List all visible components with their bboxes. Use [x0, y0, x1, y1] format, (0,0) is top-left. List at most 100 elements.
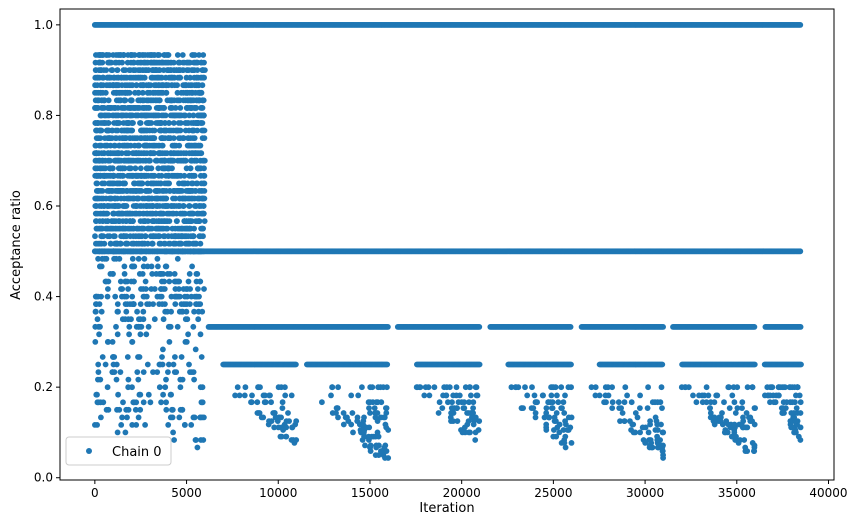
- data-point: [98, 308, 105, 315]
- data-point: [158, 293, 165, 300]
- data-point: [109, 67, 116, 73]
- data-point: [616, 405, 623, 411]
- data-point: [159, 301, 166, 307]
- data-point: [177, 293, 183, 300]
- data-point: [163, 172, 169, 179]
- data-point: [93, 180, 100, 187]
- data-point: [149, 142, 156, 149]
- data-point: [733, 433, 739, 440]
- data-point: [124, 354, 131, 360]
- data-point: [170, 157, 177, 164]
- data-point: [707, 405, 713, 411]
- data-point: [568, 414, 575, 421]
- data-point: [177, 67, 184, 73]
- data-point: [159, 150, 166, 157]
- data-point: [628, 399, 635, 406]
- data-point: [365, 399, 372, 406]
- data-point: [158, 120, 164, 126]
- data-point: [139, 271, 146, 277]
- data-point: [116, 142, 122, 149]
- data-point: [552, 384, 559, 391]
- data-point: [115, 150, 121, 157]
- data-point: [328, 392, 334, 399]
- data-point: [200, 233, 206, 240]
- data-point: [181, 172, 188, 179]
- data-point: [366, 405, 372, 411]
- data-point: [159, 142, 165, 149]
- data-point: [476, 324, 483, 330]
- data-point: [288, 392, 295, 399]
- data-point: [192, 120, 199, 126]
- data-point: [179, 210, 186, 217]
- data-point: [166, 361, 172, 368]
- data-point: [138, 225, 145, 232]
- data-point: [249, 392, 255, 399]
- data-point: [609, 384, 615, 391]
- data-point: [156, 240, 163, 247]
- data-point: [532, 399, 539, 406]
- data-point: [125, 376, 132, 383]
- data-point: [152, 188, 159, 194]
- data-point: [145, 391, 152, 398]
- data-point: [195, 97, 202, 104]
- data-point: [348, 392, 355, 399]
- data-point: [532, 414, 539, 421]
- data-point: [168, 97, 175, 104]
- data-point: [178, 89, 185, 96]
- data-point: [241, 392, 248, 399]
- data-point: [182, 422, 188, 428]
- data-point: [102, 157, 109, 164]
- data-point: [711, 399, 718, 406]
- data-point: [142, 218, 149, 225]
- data-point: [166, 218, 173, 225]
- data-point: [731, 399, 738, 406]
- data-point: [154, 293, 161, 300]
- data-point: [193, 278, 200, 285]
- data-point: [95, 369, 102, 375]
- scatter-points: [91, 22, 804, 461]
- data-point: [373, 399, 380, 406]
- data-point: [124, 414, 130, 421]
- data-point: [124, 142, 131, 149]
- data-point: [179, 376, 186, 383]
- data-point: [194, 180, 201, 187]
- data-point: [186, 59, 193, 66]
- data-point: [98, 203, 105, 209]
- data-point: [143, 112, 150, 119]
- data-point: [140, 308, 147, 315]
- data-point: [176, 203, 182, 209]
- data-point: [192, 188, 199, 194]
- data-point: [106, 59, 112, 66]
- data-point: [114, 429, 121, 436]
- data-point: [95, 105, 101, 111]
- data-point: [126, 323, 133, 330]
- data-point: [169, 414, 176, 421]
- data-point: [120, 74, 127, 81]
- data-point: [372, 414, 379, 421]
- data-point: [144, 210, 151, 217]
- data-point: [195, 316, 202, 323]
- data-point: [139, 89, 146, 96]
- data-point: [200, 437, 207, 443]
- data-point: [160, 225, 167, 232]
- data-point: [141, 97, 147, 104]
- data-point: [121, 263, 128, 270]
- data-point: [114, 308, 121, 315]
- data-point: [456, 392, 463, 399]
- data-point: [186, 112, 193, 119]
- data-point: [260, 392, 267, 399]
- data-point: [131, 52, 138, 58]
- data-point: [361, 433, 367, 440]
- data-point: [168, 248, 175, 255]
- data-point: [121, 97, 127, 104]
- data-point: [92, 233, 98, 240]
- data-point: [122, 316, 129, 323]
- data-point: [105, 286, 111, 292]
- data-point: [443, 384, 450, 391]
- data-point: [114, 301, 121, 307]
- data-point: [660, 429, 667, 436]
- data-point: [186, 172, 193, 179]
- data-point: [182, 195, 189, 202]
- data-point: [192, 142, 199, 149]
- data-point: [602, 392, 609, 399]
